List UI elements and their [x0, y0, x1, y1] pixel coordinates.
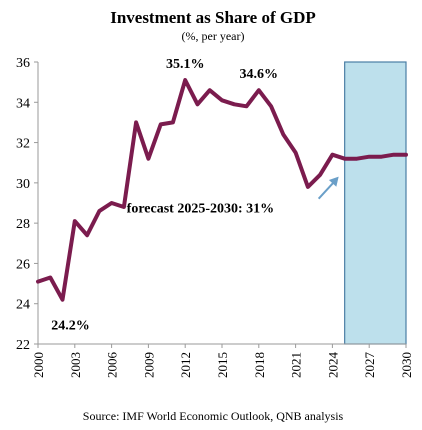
y-tick-label: 26 — [16, 257, 30, 272]
chart-subtitle: (%, per year) — [182, 29, 245, 43]
y-tick-label: 36 — [16, 56, 30, 71]
annotation-label: 35.1% — [166, 57, 205, 72]
x-tick-label: 2006 — [105, 352, 120, 379]
y-tick-label: 30 — [16, 177, 30, 192]
annotations: 35.1% 34.6% 24.2% forecast 2025-2030: 31% — [51, 57, 278, 334]
forecast-arrow-head — [328, 176, 339, 187]
chart-source: Source: IMF World Economic Outlook, QNB … — [83, 409, 344, 423]
x-tick-label: 2000 — [31, 352, 46, 378]
y-tick-label: 34 — [16, 96, 30, 111]
y-tick-label: 24 — [16, 298, 30, 313]
x-tick-label: 2015 — [215, 352, 230, 378]
x-tick-label: 2012 — [178, 352, 193, 378]
y-axis-ticks: 22 24 26 28 30 32 34 36 — [16, 56, 38, 353]
x-tick-label: 2018 — [252, 352, 267, 378]
x-tick-label: 2021 — [289, 352, 304, 378]
y-tick-label: 32 — [16, 137, 30, 152]
x-tick-label: 2030 — [399, 352, 414, 378]
forecast-arrow — [317, 176, 339, 200]
x-tick-label: 2009 — [141, 352, 156, 378]
annotation-label: 24.2% — [51, 319, 90, 334]
forecast-region — [344, 61, 407, 345]
y-tick-label: 22 — [16, 338, 30, 353]
x-tick-label: 2003 — [68, 352, 83, 378]
x-axis-ticks: 2000 2003 2006 2009 2012 2015 2018 2021 2024 2027… — [31, 344, 414, 378]
x-tick-label: 2027 — [362, 352, 377, 379]
series-line — [36, 78, 408, 302]
annotation-label: 34.6% — [240, 67, 279, 82]
x-tick-label: 2024 — [325, 352, 340, 379]
y-tick-label: 28 — [16, 217, 30, 232]
chart-title: Investment as Share of GDP — [110, 8, 316, 27]
annotation-label: forecast 2025-2030: 31% — [127, 202, 275, 217]
